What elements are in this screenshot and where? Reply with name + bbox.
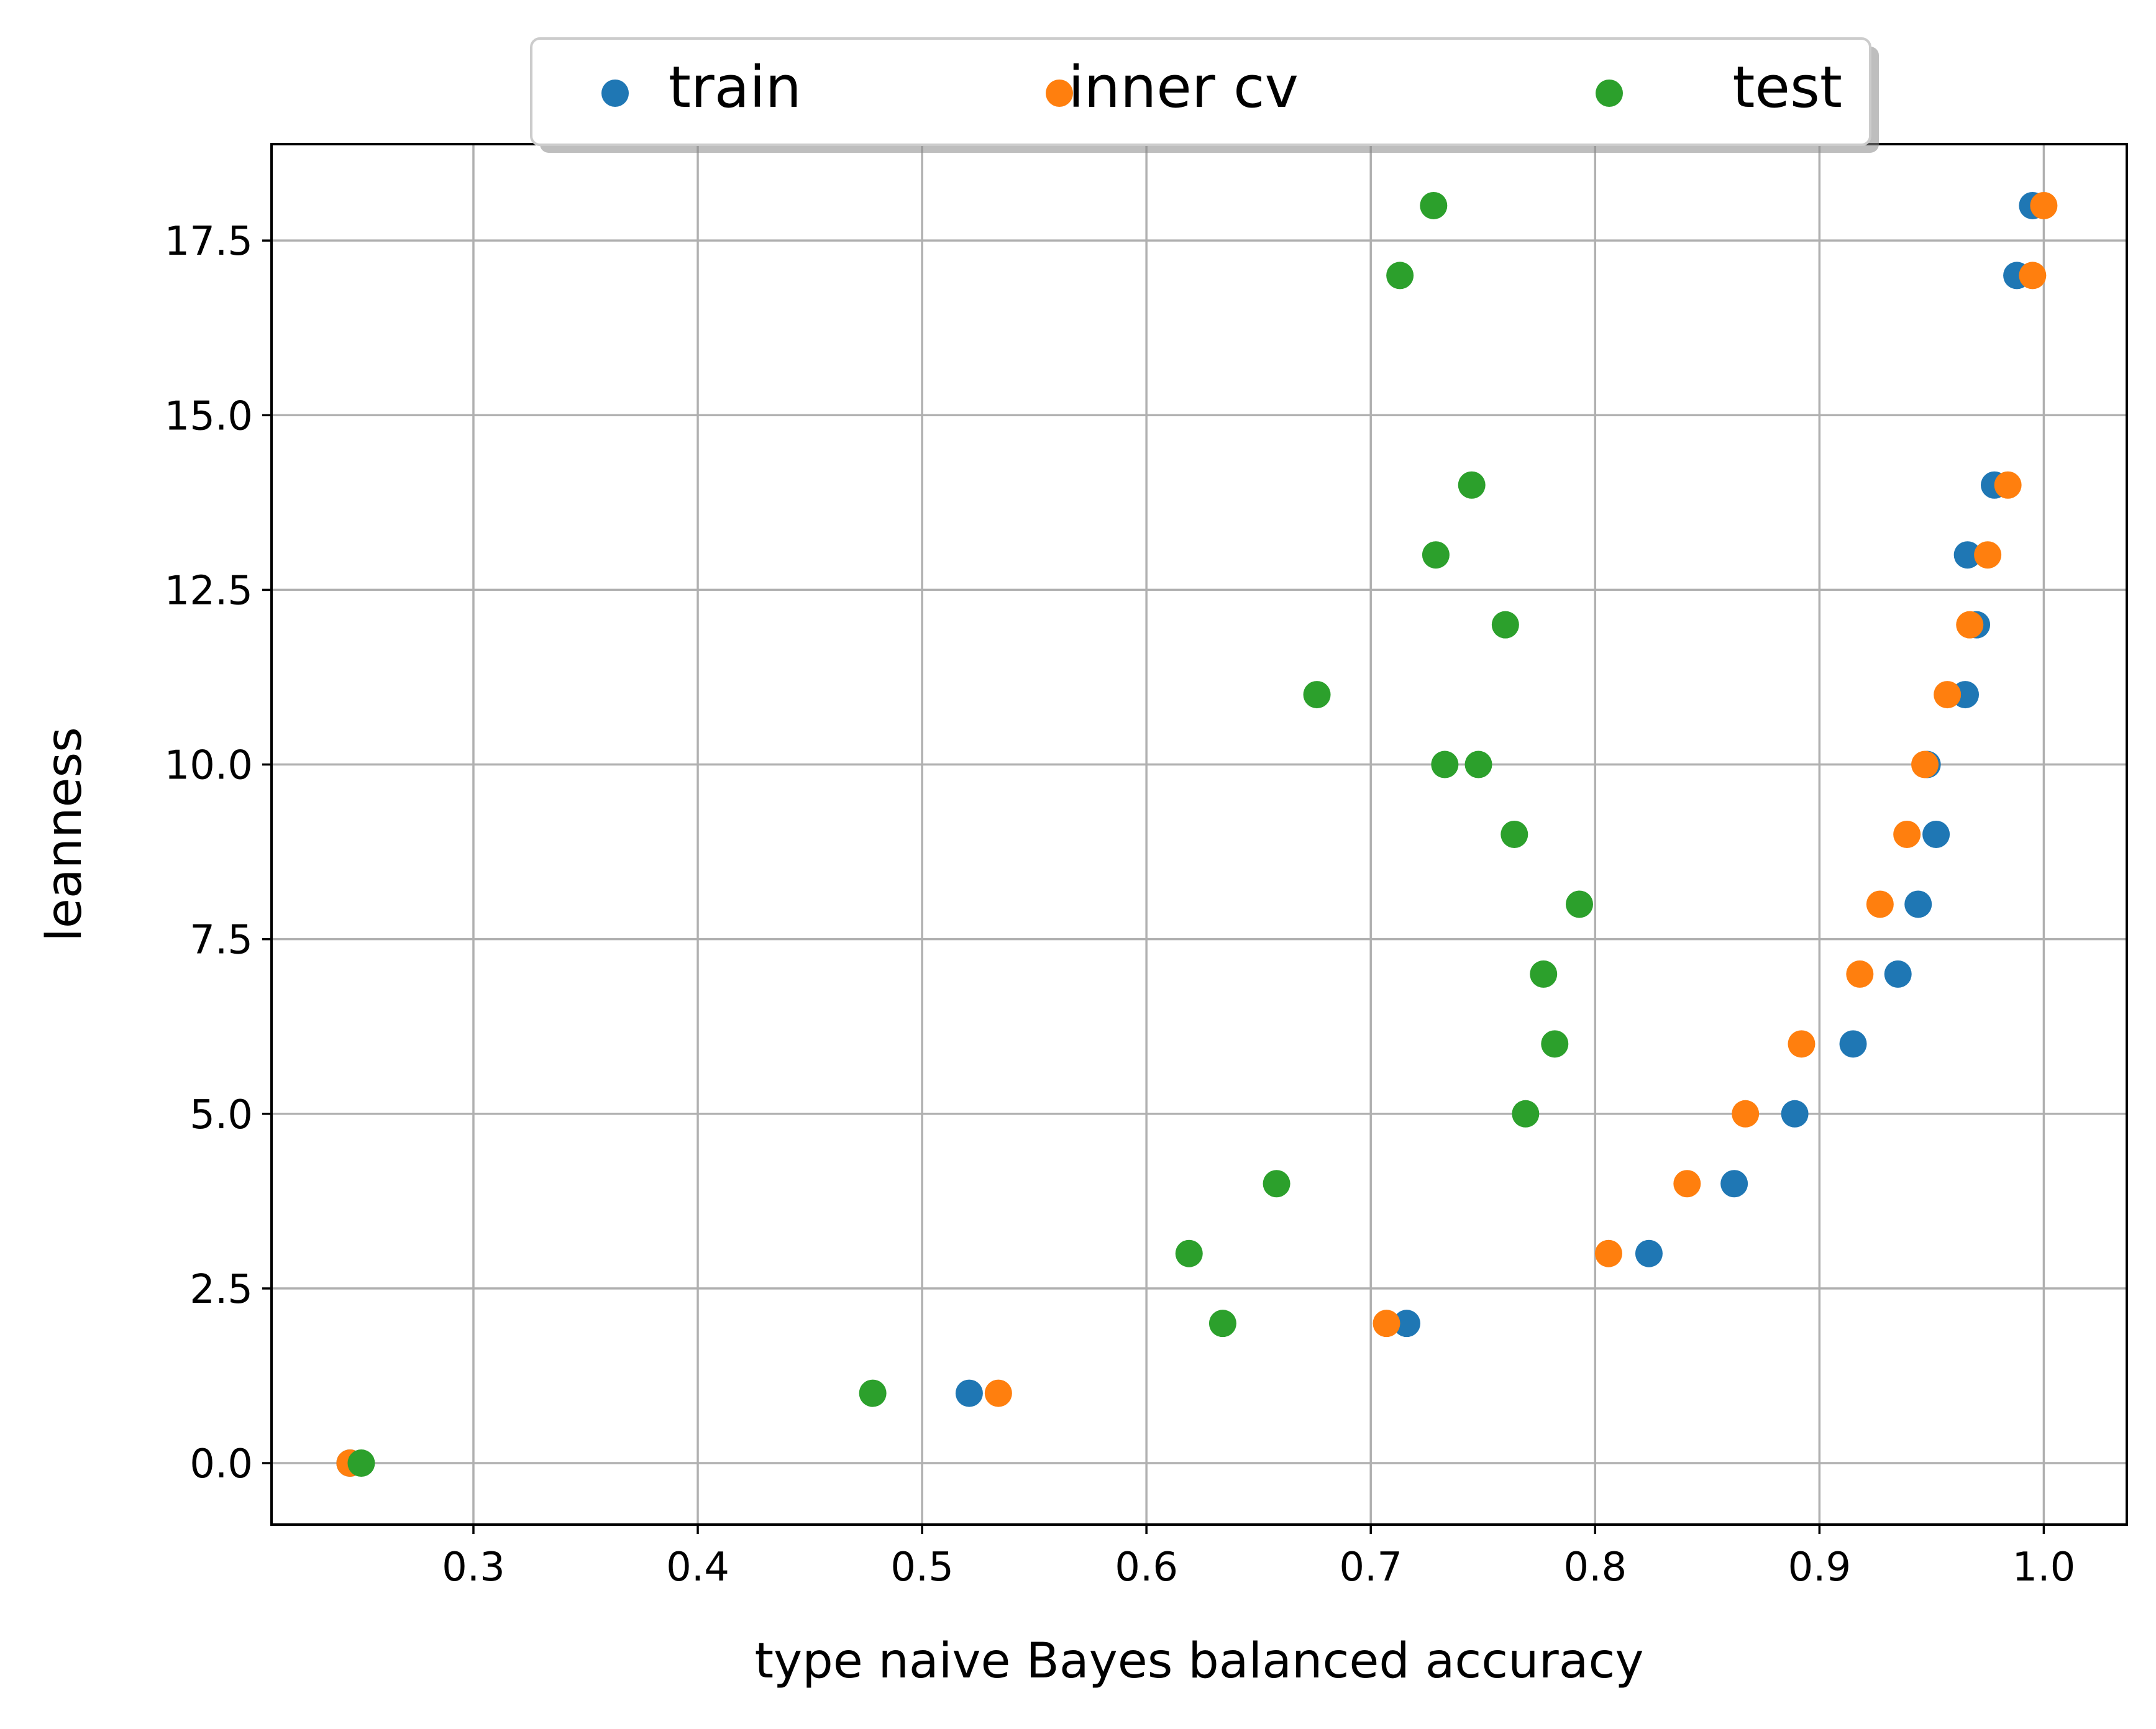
- point-train: [1922, 821, 1950, 848]
- point-inner-cv: [1373, 1310, 1400, 1338]
- legend-marker-train: [601, 80, 629, 107]
- point-train: [955, 1379, 983, 1407]
- point-train: [1392, 1310, 1420, 1338]
- legend-label-inner-cv: inner cv: [1068, 54, 1299, 121]
- point-train: [1953, 541, 1981, 569]
- point-test: [1303, 681, 1331, 709]
- point-test: [1431, 750, 1459, 778]
- point-test: [1458, 471, 1486, 499]
- point-inner-cv: [1934, 681, 1962, 709]
- y-tick-label: 0.0: [190, 1441, 253, 1487]
- x-tick-label: 0.8: [1563, 1544, 1627, 1590]
- grid-lines: [272, 144, 2127, 1525]
- point-inner-cv: [1788, 1030, 1816, 1058]
- y-tick-label: 12.5: [165, 568, 254, 614]
- point-inner-cv: [2030, 191, 2058, 219]
- point-test: [859, 1379, 887, 1407]
- point-test: [1541, 1030, 1569, 1058]
- y-tick-label: 5.0: [190, 1092, 253, 1138]
- point-test: [1491, 611, 1519, 639]
- point-test: [347, 1449, 375, 1477]
- y-tick-label: 7.5: [190, 918, 253, 964]
- point-inner-cv: [1846, 960, 1874, 988]
- point-inner-cv: [1994, 471, 2022, 499]
- data-points: [336, 191, 2058, 1477]
- y-tick-label: 10.0: [165, 743, 254, 789]
- point-test: [1208, 1310, 1236, 1338]
- x-tick-label: 1.0: [2012, 1544, 2076, 1590]
- point-test: [1512, 1100, 1540, 1128]
- x-tick-label: 0.3: [442, 1544, 505, 1590]
- point-inner-cv: [984, 1379, 1012, 1407]
- point-test: [1566, 890, 1594, 918]
- point-train: [1720, 1170, 1748, 1198]
- y-tick-label: 2.5: [190, 1267, 253, 1313]
- point-inner-cv: [1893, 821, 1921, 848]
- point-inner-cv: [1673, 1170, 1701, 1198]
- y-tick-label: 15.0: [165, 393, 254, 439]
- point-inner-cv: [1956, 611, 1984, 639]
- point-test: [1263, 1170, 1290, 1198]
- point-test: [1464, 750, 1492, 778]
- point-train: [1781, 1100, 1809, 1128]
- axis-ticks: 0.3 0.4 0.5 0.6 0.7 0.8 0.9 1.0 0.0 2.5 5.0 7.5 10.0…: [165, 219, 2076, 1590]
- point-test: [1501, 821, 1528, 848]
- x-tick-label: 0.4: [666, 1544, 729, 1590]
- legend: train inner cv test: [530, 37, 1879, 153]
- legend-label-test: test: [1732, 54, 1842, 121]
- point-test: [1386, 262, 1414, 290]
- point-inner-cv: [1594, 1239, 1622, 1267]
- point-test: [1420, 191, 1448, 219]
- point-train: [1884, 960, 1912, 988]
- x-tick-label: 0.9: [1788, 1544, 1851, 1590]
- legend-marker-inner-cv: [1046, 80, 1073, 107]
- x-tick-label: 0.6: [1115, 1544, 1178, 1590]
- point-inner-cv: [2019, 262, 2047, 290]
- point-inner-cv: [1732, 1100, 1760, 1128]
- point-inner-cv: [1911, 750, 1939, 778]
- x-axis-label: type naive Bayes balanced accuracy: [754, 1633, 1643, 1689]
- y-axis-label: leanness: [37, 727, 93, 942]
- legend-marker-test: [1596, 80, 1623, 107]
- point-train: [1904, 890, 1932, 918]
- point-test: [1422, 541, 1450, 569]
- point-train: [1839, 1030, 1867, 1058]
- point-inner-cv: [1866, 890, 1894, 918]
- point-train: [1635, 1239, 1663, 1267]
- legend-label-train: train: [669, 54, 802, 121]
- point-test: [1175, 1239, 1203, 1267]
- y-tick-label: 17.5: [165, 219, 254, 265]
- point-inner-cv: [1974, 541, 2002, 569]
- legend-entries: train inner cv test: [601, 54, 1842, 121]
- x-tick-label: 0.7: [1339, 1544, 1402, 1590]
- x-tick-label: 0.5: [890, 1544, 954, 1590]
- point-test: [1530, 960, 1558, 988]
- legend-box: [530, 37, 1871, 146]
